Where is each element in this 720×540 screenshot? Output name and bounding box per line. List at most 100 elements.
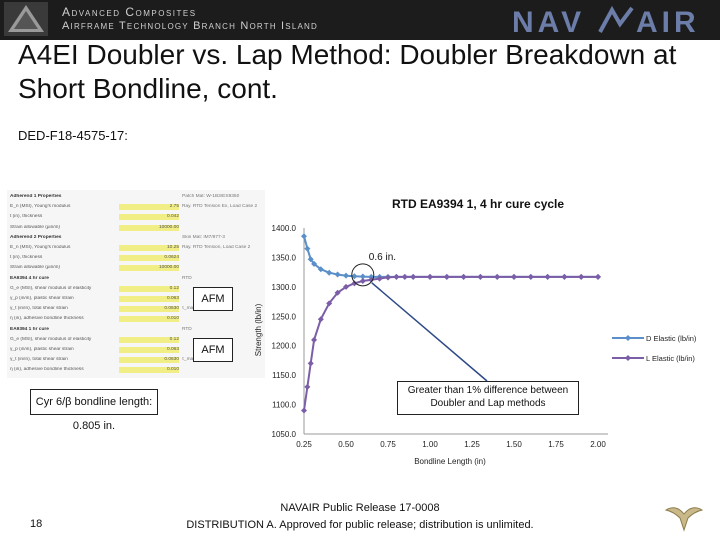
property-note: Patch Mat: W-1B3/ES9350 [182, 194, 240, 199]
series-2-point [376, 275, 383, 282]
x-tick-label: 2.00 [590, 440, 606, 449]
property-row: Adherend 2 Properties Skin Mat: IM7/977-3 [7, 235, 265, 242]
callout-pointer-line [371, 282, 488, 382]
branch-logo-icon [4, 2, 48, 36]
property-value: 10.25 [119, 245, 179, 251]
property-label: E_n (MSI), Young's modulus [10, 245, 71, 250]
difference-callout: Greater than 1% difference between Doubl… [397, 381, 579, 415]
property-label: γ_p (in/in), plastic shear strain [10, 347, 74, 352]
series-2-point [368, 276, 375, 283]
property-value: 10000.00 [119, 224, 179, 231]
property-label: E_n (MSI), Young's modulus [10, 204, 71, 210]
y-tick-label: 1150.0 [272, 371, 296, 380]
property-value: 0.042 [119, 214, 179, 221]
property-label: Strain allowable (µin/in) [10, 265, 60, 271]
annotation-0-6-in: 0.6 in. [369, 252, 396, 263]
series-2-point [561, 273, 568, 280]
x-tick-label: 0.75 [380, 440, 396, 449]
series-2-point [578, 273, 585, 280]
series-2-point [334, 289, 341, 296]
bondline-length-note: Cyr 6/β bondline length: 0.805 in. [30, 389, 158, 432]
property-row: E_n (MSI), Young's modulus 10.25 Ray. RTD … [7, 245, 265, 252]
legend-marker-1 [625, 335, 631, 341]
x-tick-label: 0.25 [296, 440, 312, 449]
series-2-point [511, 273, 517, 280]
legend-label-1: D Elastic (lb/in) [646, 334, 697, 343]
property-label: Strain allowable (µin/in) [10, 224, 60, 230]
series-2-point [304, 383, 311, 390]
series-1-point [359, 273, 366, 280]
eagle-emblem-icon [664, 500, 704, 534]
property-value: 0.0630 [119, 306, 179, 313]
series-2-point [307, 360, 314, 367]
navair-logo: NAV AIR [512, 4, 702, 46]
property-value: 0.0624 [119, 255, 179, 262]
series-2-point [311, 336, 318, 343]
property-row: Strain allowable (µin/in) 10000.00 [7, 224, 265, 232]
series-2-point [351, 280, 358, 287]
property-value: 0.12 [119, 336, 179, 343]
series-2-point [494, 273, 501, 280]
series-1-point [326, 269, 333, 276]
series-1-point [334, 271, 341, 278]
property-row: E_n (MSI), Young's modulus 2.75 Ray. RTD T… [7, 204, 265, 211]
property-value: 0.010 [119, 316, 179, 323]
x-tick-label: 0.50 [338, 440, 354, 449]
afm-label-1: AFM [193, 287, 233, 311]
series-1-point [301, 233, 307, 240]
y-tick-label: 1250.0 [272, 312, 297, 321]
x-tick-label: 1.75 [548, 440, 564, 449]
series-1-point [307, 256, 314, 263]
property-row: EA9394 4 hr cure RTD [7, 276, 265, 283]
footer-release-line: NAVAIR Public Release 17-0008 [280, 502, 440, 514]
series-2-point [393, 273, 400, 280]
property-row: Adherend 1 Properties Patch Mat: W-1B3/ES… [7, 194, 265, 201]
series-2-point [326, 300, 333, 307]
property-row: EA9394 1 hr cure RTD [7, 327, 265, 334]
series-2-point [385, 274, 391, 281]
svg-text:NAV: NAV [512, 6, 585, 38]
y-tick-label: 1300.0 [272, 283, 297, 292]
x-tick-label: 1.00 [422, 440, 438, 449]
property-note: τ_max [182, 306, 196, 312]
series-1-point [304, 245, 311, 252]
series-2-point [595, 273, 601, 280]
property-label: γ_p (in/in), plastic shear strain [10, 296, 74, 301]
series-2-point [527, 273, 534, 280]
property-row: γ_t (in/in), total shear strain 0.0630 τ_m… [7, 357, 265, 364]
y-tick-label: 1200.0 [272, 342, 297, 351]
property-value: 2.75 [119, 204, 179, 211]
property-label: t (in), thickness [10, 214, 43, 220]
series-2-point [301, 407, 307, 414]
property-value: 0.0630 [119, 357, 179, 364]
property-note: τ_max [182, 357, 196, 363]
property-value: 0.12 [119, 285, 179, 292]
series-2-point [343, 283, 349, 290]
legend-marker-2 [625, 355, 631, 361]
slide-title: A4EI Doubler vs. Lap Method: Doubler Bre… [18, 39, 677, 104]
series-2-point [317, 316, 324, 323]
property-note: Skin Mat: IM7/977-3 [182, 234, 225, 240]
property-row: γ_t (in/in), total shear strain 0.0630 τ_m… [7, 306, 265, 313]
property-row: t (in), thickness 0.0624 [7, 255, 265, 262]
series-1-point [317, 266, 324, 273]
legend-label-2: L Elastic (lb/in) [646, 354, 695, 363]
property-row: γ_p (in/in), plastic shear strain 0.063 [7, 347, 265, 354]
property-note: Ray. RTD Tension Ex, Load Case 2 [182, 204, 258, 210]
property-value: 10000.00 [119, 265, 179, 272]
series-2-point [401, 273, 408, 280]
property-note: RTD [182, 326, 192, 332]
property-value: 0.063 [119, 296, 179, 302]
series-2-point [427, 273, 433, 280]
property-value: 0.063 [119, 347, 179, 353]
property-row: G_e (MSI), shear modulus of elasticity 0.… [7, 336, 265, 344]
y-axis-label: Strength (lb/in) [254, 303, 263, 356]
footer-distribution-line: DISTRIBUTION A. Approved for public rele… [186, 519, 534, 531]
property-label: η (in), adhesive bondline thickness [10, 367, 84, 373]
property-label: EA9394 4 hr cure [10, 275, 49, 281]
property-row: G_e (MSI), shear modulus of elasticity 0.… [7, 285, 265, 293]
series-1-point [311, 260, 318, 267]
property-row: η (in), adhesive bondline thickness 0.010 [7, 367, 265, 374]
y-tick-label: 1100.0 [272, 401, 296, 410]
